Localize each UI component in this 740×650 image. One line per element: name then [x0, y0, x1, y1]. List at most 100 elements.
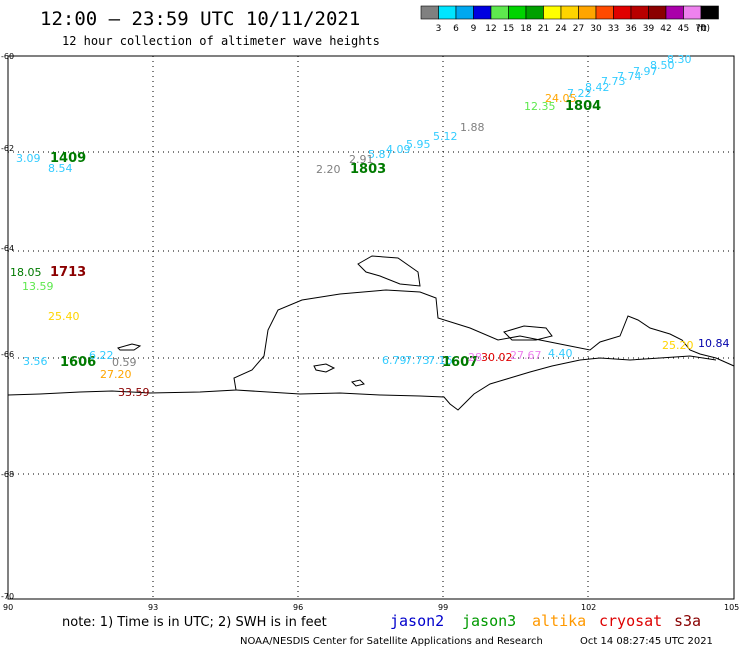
- wave-label: 7.74: [617, 70, 642, 83]
- legend-tick-label: 6: [453, 24, 459, 34]
- wave-label: 7.73: [405, 354, 430, 367]
- wave-label: 2.91: [349, 153, 374, 166]
- legend-swatch: [438, 5, 457, 20]
- station-id: 1713: [50, 265, 86, 280]
- satellite-altika: altika: [532, 612, 586, 630]
- legend-swatch: [648, 5, 667, 20]
- wave-label: 18.05: [10, 266, 42, 279]
- legend-swatch: [490, 5, 509, 20]
- legend-tick-label: 70: [695, 24, 707, 34]
- station-id: 1607: [442, 355, 478, 370]
- legend-swatch: [420, 5, 439, 20]
- legend-swatch: [525, 5, 544, 20]
- satellite-s3a: s3a: [674, 612, 701, 630]
- wave-label: 7.73: [601, 75, 626, 88]
- wave-label: 13.59: [22, 280, 54, 293]
- satellite-jason3: jason3: [462, 612, 516, 630]
- legend-tick-label: 21: [538, 24, 549, 34]
- satellite-jason2: jason2: [390, 612, 444, 630]
- wave-label: 25.40: [48, 310, 80, 323]
- legend-swatch: [508, 5, 527, 20]
- legend-tick-label: 15: [503, 24, 514, 34]
- legend-swatch: [613, 5, 632, 20]
- legend-tick-label: 30: [590, 24, 602, 34]
- wave-label: 6.22: [89, 349, 114, 362]
- coastline: [7, 255, 735, 411]
- map-subtitle: 12 hour collection of altimeter wave hei…: [62, 34, 380, 48]
- station-id: 1606: [60, 355, 96, 370]
- legend-swatch: [630, 5, 649, 20]
- footer-timestamp: Oct 14 08:27:45 UTC 2021: [580, 636, 713, 647]
- station-id: 1804: [565, 99, 601, 114]
- legend-tick-label: 9: [471, 24, 477, 34]
- satellite-cryosat: cryosat: [599, 612, 662, 630]
- wave-label: 2.20: [316, 163, 341, 176]
- legend-tick-label: 33: [608, 24, 619, 34]
- lat-label: -66: [1, 350, 14, 359]
- wave-label: 8.30: [667, 53, 692, 66]
- legend-tick-label: 24: [555, 24, 567, 34]
- wave-label: 28: [468, 351, 482, 364]
- satellite-legend: jason2 jason3 altika cryosat s3a: [390, 612, 701, 630]
- legend-tick-label: 27: [573, 24, 584, 34]
- wave-label: 8.42: [585, 81, 610, 94]
- wave-label: 1.88: [460, 121, 485, 134]
- legend-swatch: [560, 5, 579, 20]
- lat-label: -70: [1, 592, 14, 601]
- wave-label: 7.97: [633, 65, 658, 78]
- legend-swatch: [665, 5, 684, 20]
- color-scale-legend: 3 6 9 12 15 18 21 24 27 30 33 36 39 42 45 70(ft): [420, 5, 719, 34]
- wave-label: 25.20: [662, 339, 694, 352]
- legend-swatch: [595, 5, 614, 20]
- wave-label: 30.02: [481, 351, 513, 364]
- wave-label: 7.16: [428, 354, 453, 367]
- lon-label: 93: [148, 603, 158, 612]
- wave-label: 33.59: [118, 386, 150, 399]
- wave-label: 8.50: [650, 59, 675, 72]
- legend-tick-label: 12: [485, 24, 496, 34]
- wave-label: 6.79: [382, 354, 407, 367]
- lat-labels: -60 -62 -64 -66 -68 -70: [1, 52, 14, 601]
- lon-label: 96: [293, 603, 303, 612]
- lat-label: -62: [1, 144, 14, 153]
- lon-label: 102: [581, 603, 596, 612]
- footer-note: note: 1) Time is in UTC; 2) SWH is in fe…: [62, 615, 327, 630]
- legend-swatch: [578, 5, 597, 20]
- lat-label: -68: [1, 470, 14, 479]
- wave-label: 7.22: [567, 87, 592, 100]
- legend-tick-label: 45: [678, 24, 689, 34]
- wave-label: 3.56: [23, 355, 48, 368]
- wave-label: 5.12: [433, 130, 458, 143]
- legend-tick-label: 39: [643, 24, 655, 34]
- legend-tick-label: 42: [660, 24, 671, 34]
- lon-label: 105: [724, 603, 739, 612]
- wave-label: 27.20: [100, 368, 132, 381]
- lon-label: 99: [438, 603, 448, 612]
- footer-credit: NOAA/NESDIS Center for Satellite Applica…: [240, 636, 543, 647]
- legend-tick-label: 18: [520, 24, 532, 34]
- legend-tick-label: 36: [625, 24, 637, 34]
- wave-height-labels: 1.88 5.12 5.95 4.09 5.87 2.91 2.20 1803 …: [10, 53, 730, 399]
- station-id: 1803: [350, 162, 386, 177]
- map-title: 12:00 — 23:59 UTC 10/11/2021: [40, 8, 360, 30]
- legend-swatch: [543, 5, 562, 20]
- legend-tick-label: 3: [436, 24, 442, 34]
- wave-label: 27.67: [510, 349, 542, 362]
- wave-label: 4.40: [548, 347, 573, 360]
- wave-label: 3.09: [16, 152, 41, 165]
- legend-swatch: [700, 5, 719, 20]
- graticule: [8, 56, 734, 599]
- lat-label: -60: [1, 52, 14, 61]
- legend-swatch: [473, 5, 492, 20]
- lon-labels: 90 93 96 99 102 105: [3, 603, 739, 612]
- wave-label: 0.59: [112, 356, 137, 369]
- legend-unit: (ft): [697, 24, 711, 34]
- lat-label: -64: [1, 244, 14, 253]
- wave-label: 12.35: [524, 100, 556, 113]
- map-frame: [7, 55, 735, 600]
- wave-label: 10.84: [698, 337, 730, 350]
- wave-label: 5.87: [368, 148, 393, 161]
- wave-label: 4.09: [386, 143, 411, 156]
- legend-swatch: [455, 5, 474, 20]
